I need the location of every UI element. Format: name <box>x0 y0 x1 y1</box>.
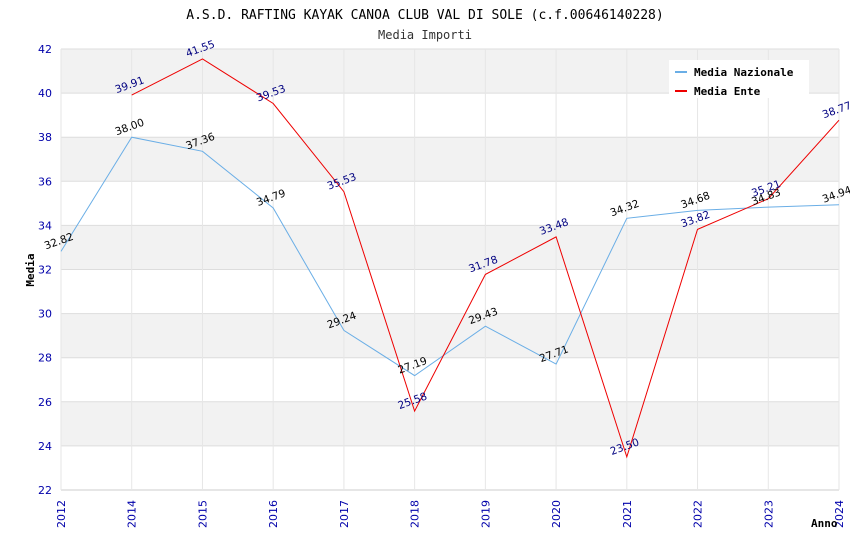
y-tick-label: 34 <box>38 219 52 232</box>
y-tick-label: 38 <box>38 131 52 144</box>
x-tick-label: 2021 <box>621 500 634 528</box>
y-tick-label: 36 <box>38 175 52 188</box>
y-tick-label: 22 <box>38 484 52 497</box>
y-tick-label: 32 <box>38 264 52 277</box>
x-tick-label: 2020 <box>550 500 563 528</box>
chart-subtitle: Media Importi <box>378 28 472 42</box>
plot-band <box>61 181 839 226</box>
plot-band <box>61 401 839 446</box>
series-line-1 <box>131 58 840 459</box>
y-axis-ticks: 22 24 26 28 30 32 34 36 38 40 42 <box>38 43 52 497</box>
plot-band <box>61 225 839 270</box>
y-tick-label: 28 <box>38 352 52 365</box>
x-tick-label: 2012 <box>55 500 68 528</box>
plot-band <box>61 137 839 182</box>
x-tick-label: 2015 <box>196 500 209 528</box>
plot-background <box>61 49 839 490</box>
y-tick-label: 24 <box>38 440 52 453</box>
gridlines <box>60 48 840 491</box>
x-tick-label: 2016 <box>267 500 280 528</box>
x-tick-label: 2018 <box>409 500 422 528</box>
x-tick-label: 2022 <box>692 500 705 528</box>
x-tick-label: 2017 <box>338 500 351 528</box>
x-tick-label: 2024 <box>833 500 846 528</box>
plot-band <box>61 357 839 402</box>
y-tick-label: 40 <box>38 87 52 100</box>
x-axis-ticks: 2012 2014 2015 2016 2017 2018 2019 2020 2021 2022… <box>55 500 846 528</box>
series-line-0 <box>60 136 840 377</box>
x-axis-title: Anno <box>811 517 838 530</box>
legend-box <box>669 60 809 98</box>
plot-band <box>61 93 839 138</box>
y-axis-title: Media <box>24 253 37 286</box>
y-tick-label: 42 <box>38 43 52 56</box>
plot-band <box>61 445 839 490</box>
y-tick-label: 30 <box>38 308 52 321</box>
y-tick-label: 26 <box>38 396 52 409</box>
x-tick-label: 2019 <box>479 500 492 528</box>
x-tick-label: 2023 <box>762 500 775 528</box>
legend-label: Media Nazionale <box>694 66 794 79</box>
x-tick-label: 2014 <box>126 500 139 528</box>
legend-label: Media Ente <box>694 85 761 98</box>
chart-title: A.S.D. RAFTING KAYAK CANOA CLUB VAL DI S… <box>186 8 663 23</box>
series-lines <box>60 58 840 459</box>
legend: Media Nazionale Media Ente <box>669 60 809 98</box>
plot-band <box>61 269 839 314</box>
